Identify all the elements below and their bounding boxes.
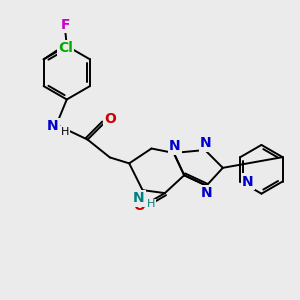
Text: H: H [61, 127, 70, 137]
Text: N: N [133, 191, 145, 206]
Text: N: N [47, 119, 58, 133]
Text: N: N [169, 140, 181, 153]
Text: Cl: Cl [58, 41, 73, 55]
Text: N: N [242, 175, 254, 188]
Text: O: O [104, 112, 116, 126]
Text: N: N [201, 186, 212, 200]
Text: F: F [61, 18, 70, 32]
Text: H: H [146, 200, 155, 209]
Text: O: O [133, 199, 145, 213]
Text: N: N [200, 136, 212, 151]
